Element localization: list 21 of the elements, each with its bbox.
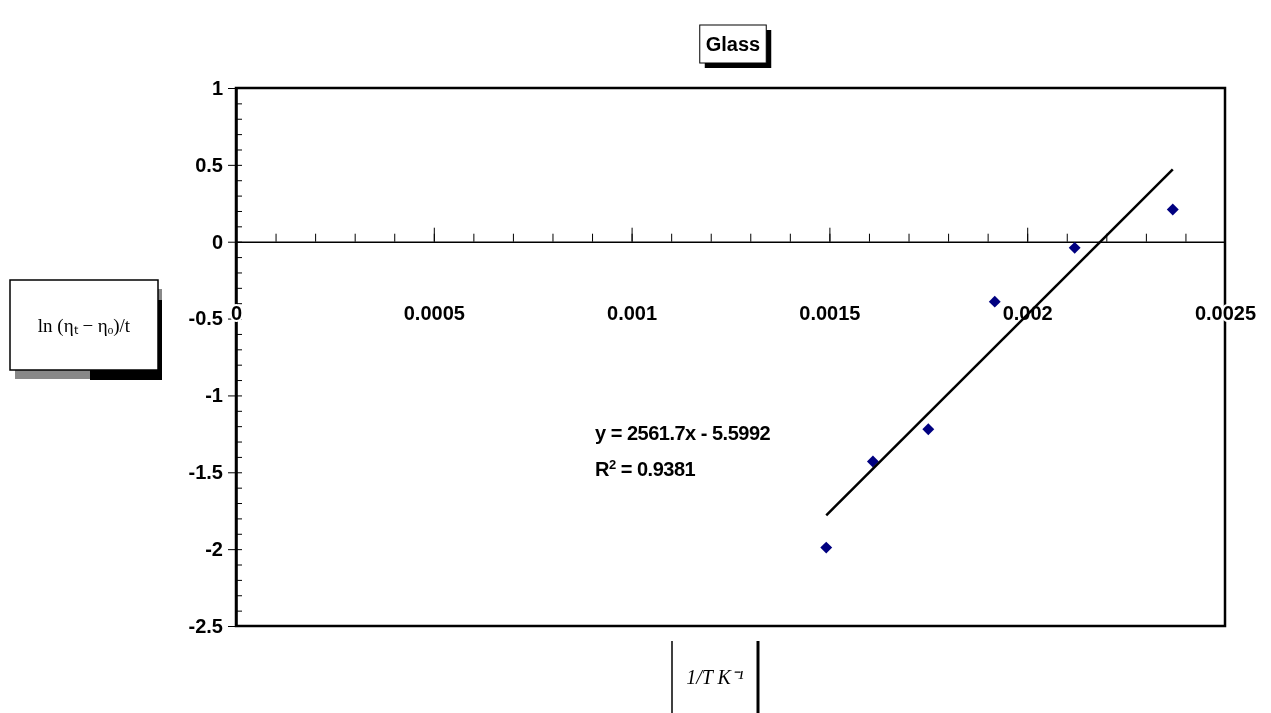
x-axis-title: 1/T K⁻¹	[686, 666, 744, 688]
y-tick-label: 0	[211, 230, 223, 253]
point	[1166, 203, 1179, 216]
y-tick-label: 0.5	[195, 153, 223, 176]
annotation: R$^{2}$ = 0.9381	[595, 456, 696, 480]
y-axis-title: ln (ηₜ − ηₒ)/t	[37, 315, 131, 337]
x-tick-label: 0.001	[607, 301, 658, 324]
point	[1068, 241, 1081, 254]
y-tick-label: -2.5	[188, 614, 223, 637]
point	[922, 423, 935, 436]
x-tick-label: 0.0015	[799, 301, 861, 324]
x-tick-label: 0.0005	[403, 301, 465, 324]
y-tick-label: -1.5	[188, 461, 223, 484]
y-tick-label: -0.5	[188, 307, 223, 330]
y-tick-label: -2	[205, 538, 223, 561]
y-tick-label: 1	[211, 76, 223, 99]
point	[988, 295, 1001, 308]
chart-title: Glass	[705, 33, 761, 55]
point	[820, 541, 833, 554]
annotation: y = 2561.7x - 5.5992	[595, 422, 771, 444]
y-tick-label: -1	[205, 384, 223, 407]
